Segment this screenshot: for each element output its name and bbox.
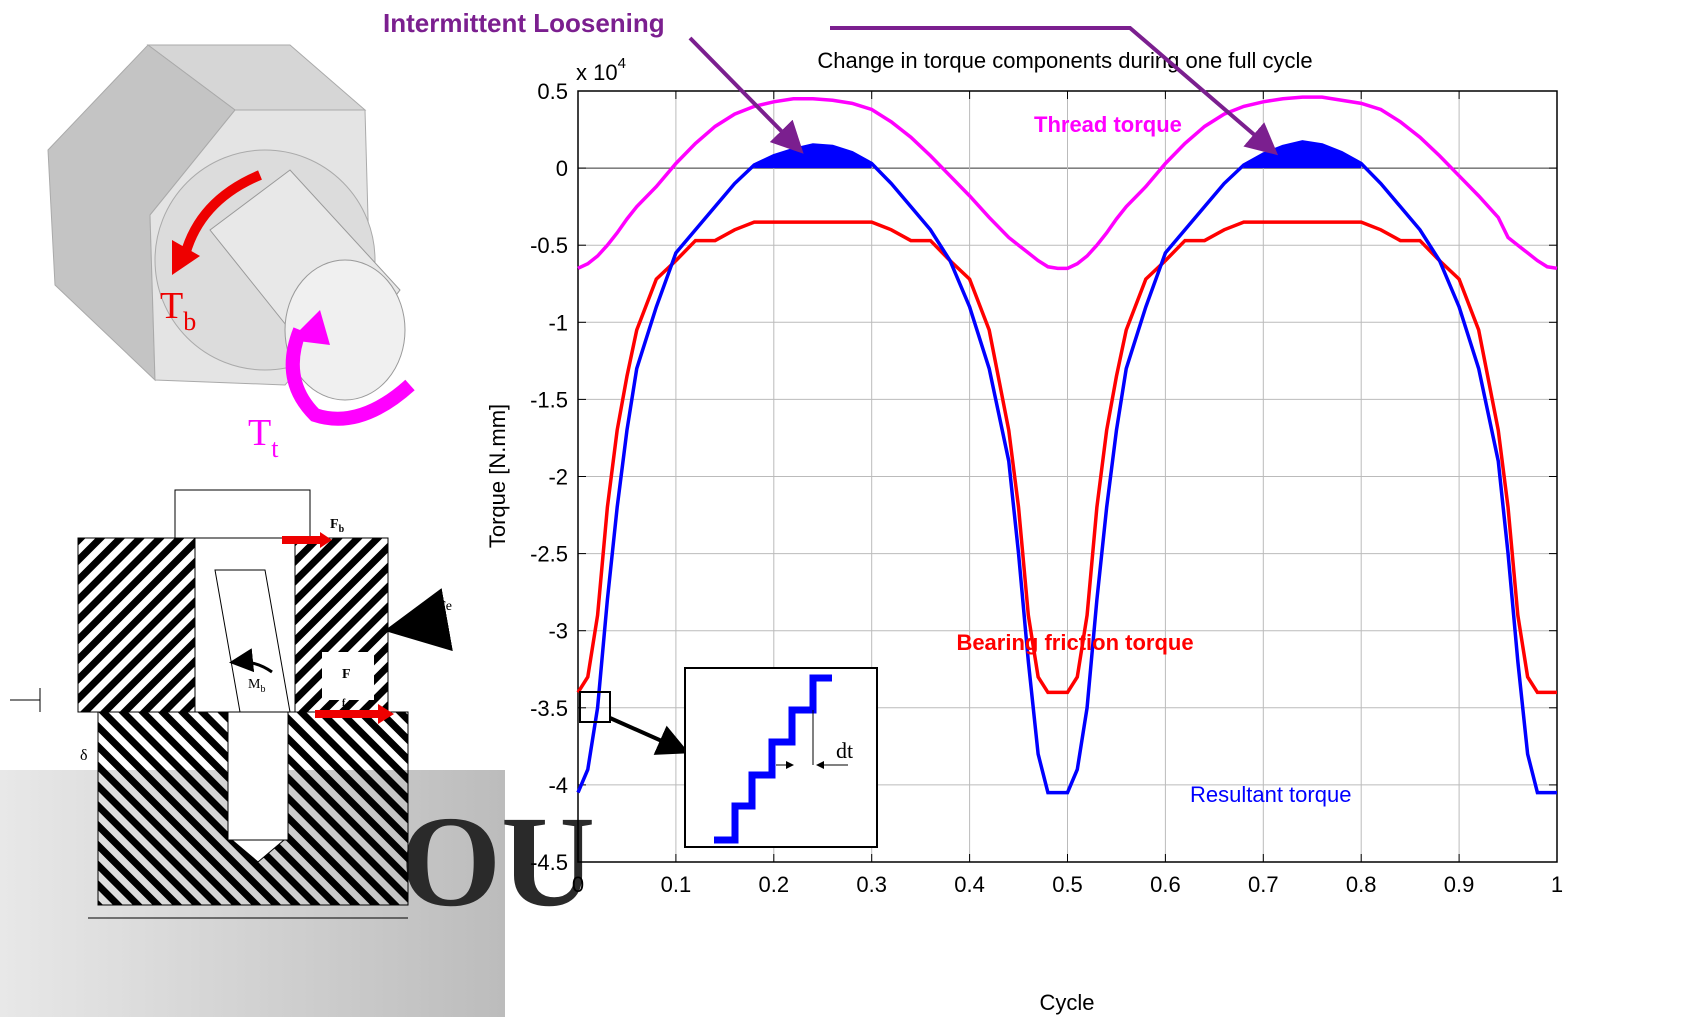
x-tick-label: 0.3: [856, 872, 887, 897]
x-tick-label: 1: [1551, 872, 1563, 897]
series-line: [576, 140, 1557, 795]
y-tick-label: -4: [548, 773, 568, 798]
bolt-head: [174, 489, 311, 539]
label-sub: b: [339, 524, 345, 535]
y-axis-label: Torque [N.mm]: [485, 404, 510, 548]
inset-staircase: [714, 674, 832, 844]
inset: dt: [579, 667, 878, 848]
shank-end: [284, 259, 406, 401]
bolt-thread: [227, 711, 289, 841]
annotation: Intermittent Loosening: [383, 8, 1279, 156]
fb-label: Fb: [330, 517, 345, 535]
tb-arrow: [180, 170, 262, 257]
x-tick-label: 0.8: [1346, 872, 1377, 897]
x-tick-label: 0.1: [661, 872, 692, 897]
label-main: F: [342, 667, 351, 682]
x-tick-label: 0.6: [1150, 872, 1181, 897]
series-label: Bearing friction torque: [956, 630, 1193, 655]
x-tick-label: 0.9: [1444, 872, 1475, 897]
series-line: [576, 220, 1557, 695]
y-tick-label: -0.5: [530, 233, 568, 258]
loosening-area: [1243, 141, 1362, 169]
tt-arrowhead: [290, 310, 330, 345]
y-tick-label: -2.5: [530, 542, 568, 567]
fe-arrow: [384, 588, 453, 652]
x-tick-label: 0.4: [954, 872, 985, 897]
label-sub: f: [342, 698, 346, 709]
y-tick-label: 0.5: [537, 79, 568, 104]
series-label: Resultant torque: [1190, 782, 1351, 807]
bolt-tip: [230, 839, 286, 863]
label-sub: b: [183, 307, 196, 336]
zoom-box: [579, 691, 611, 723]
zoom-arrow: [609, 716, 690, 755]
multiplier-base: x 10: [576, 60, 618, 85]
series-line: [577, 95, 1558, 271]
label-main: M: [248, 677, 261, 692]
label-sub: t: [271, 434, 279, 463]
series-label: Thread torque: [1034, 112, 1182, 137]
chart-title: Change in torque components during one f…: [817, 48, 1312, 73]
annotation-arrow: [688, 36, 804, 154]
inset-box: [684, 667, 878, 848]
y-tick-label: -2: [548, 465, 568, 490]
x-tick-label: 0.7: [1248, 872, 1279, 897]
plot-frame: [577, 90, 1558, 863]
x-tick-label: 0: [572, 872, 584, 897]
y-tick-label: -3.5: [530, 696, 568, 721]
label-main: T: [248, 412, 271, 454]
tt-label: Tt: [248, 412, 279, 463]
tt-arrow: [285, 327, 415, 426]
label-main: T: [160, 285, 183, 327]
tb-label: Tb: [160, 285, 196, 336]
label-sub: b: [260, 684, 265, 695]
y-tick-label: -1: [548, 310, 568, 335]
ff-arrowhead: [378, 704, 394, 724]
y-tick-label: 0: [556, 156, 568, 181]
y-tick-label: -3: [548, 619, 568, 644]
chart: Change in torque components during one f…: [485, 48, 1563, 1015]
watermark: OU: [400, 790, 595, 934]
label-main: F: [330, 517, 339, 532]
x-tick-label: 0.5: [1052, 872, 1083, 897]
mb-label: Mb: [248, 677, 265, 695]
annotation-text: Intermittent Loosening: [383, 8, 665, 38]
delta-label: δ: [80, 747, 88, 764]
y-tick-label: -4.5: [530, 850, 568, 875]
inset-label: dt: [836, 738, 853, 763]
y-tick-label: -1.5: [530, 387, 568, 412]
mb-arrow: [229, 648, 273, 674]
annotation-arrow: [830, 26, 1279, 156]
fb-arrowhead: [320, 532, 332, 548]
tb-arrowhead: [172, 240, 200, 275]
label-box: [322, 652, 374, 700]
x-axis-label: Cycle: [1039, 990, 1094, 1015]
fe-label: Fe: [438, 599, 452, 614]
y-multiplier: x 104: [576, 55, 626, 85]
x-tick-label: 0.2: [759, 872, 790, 897]
multiplier-exponent: 4: [618, 55, 626, 72]
